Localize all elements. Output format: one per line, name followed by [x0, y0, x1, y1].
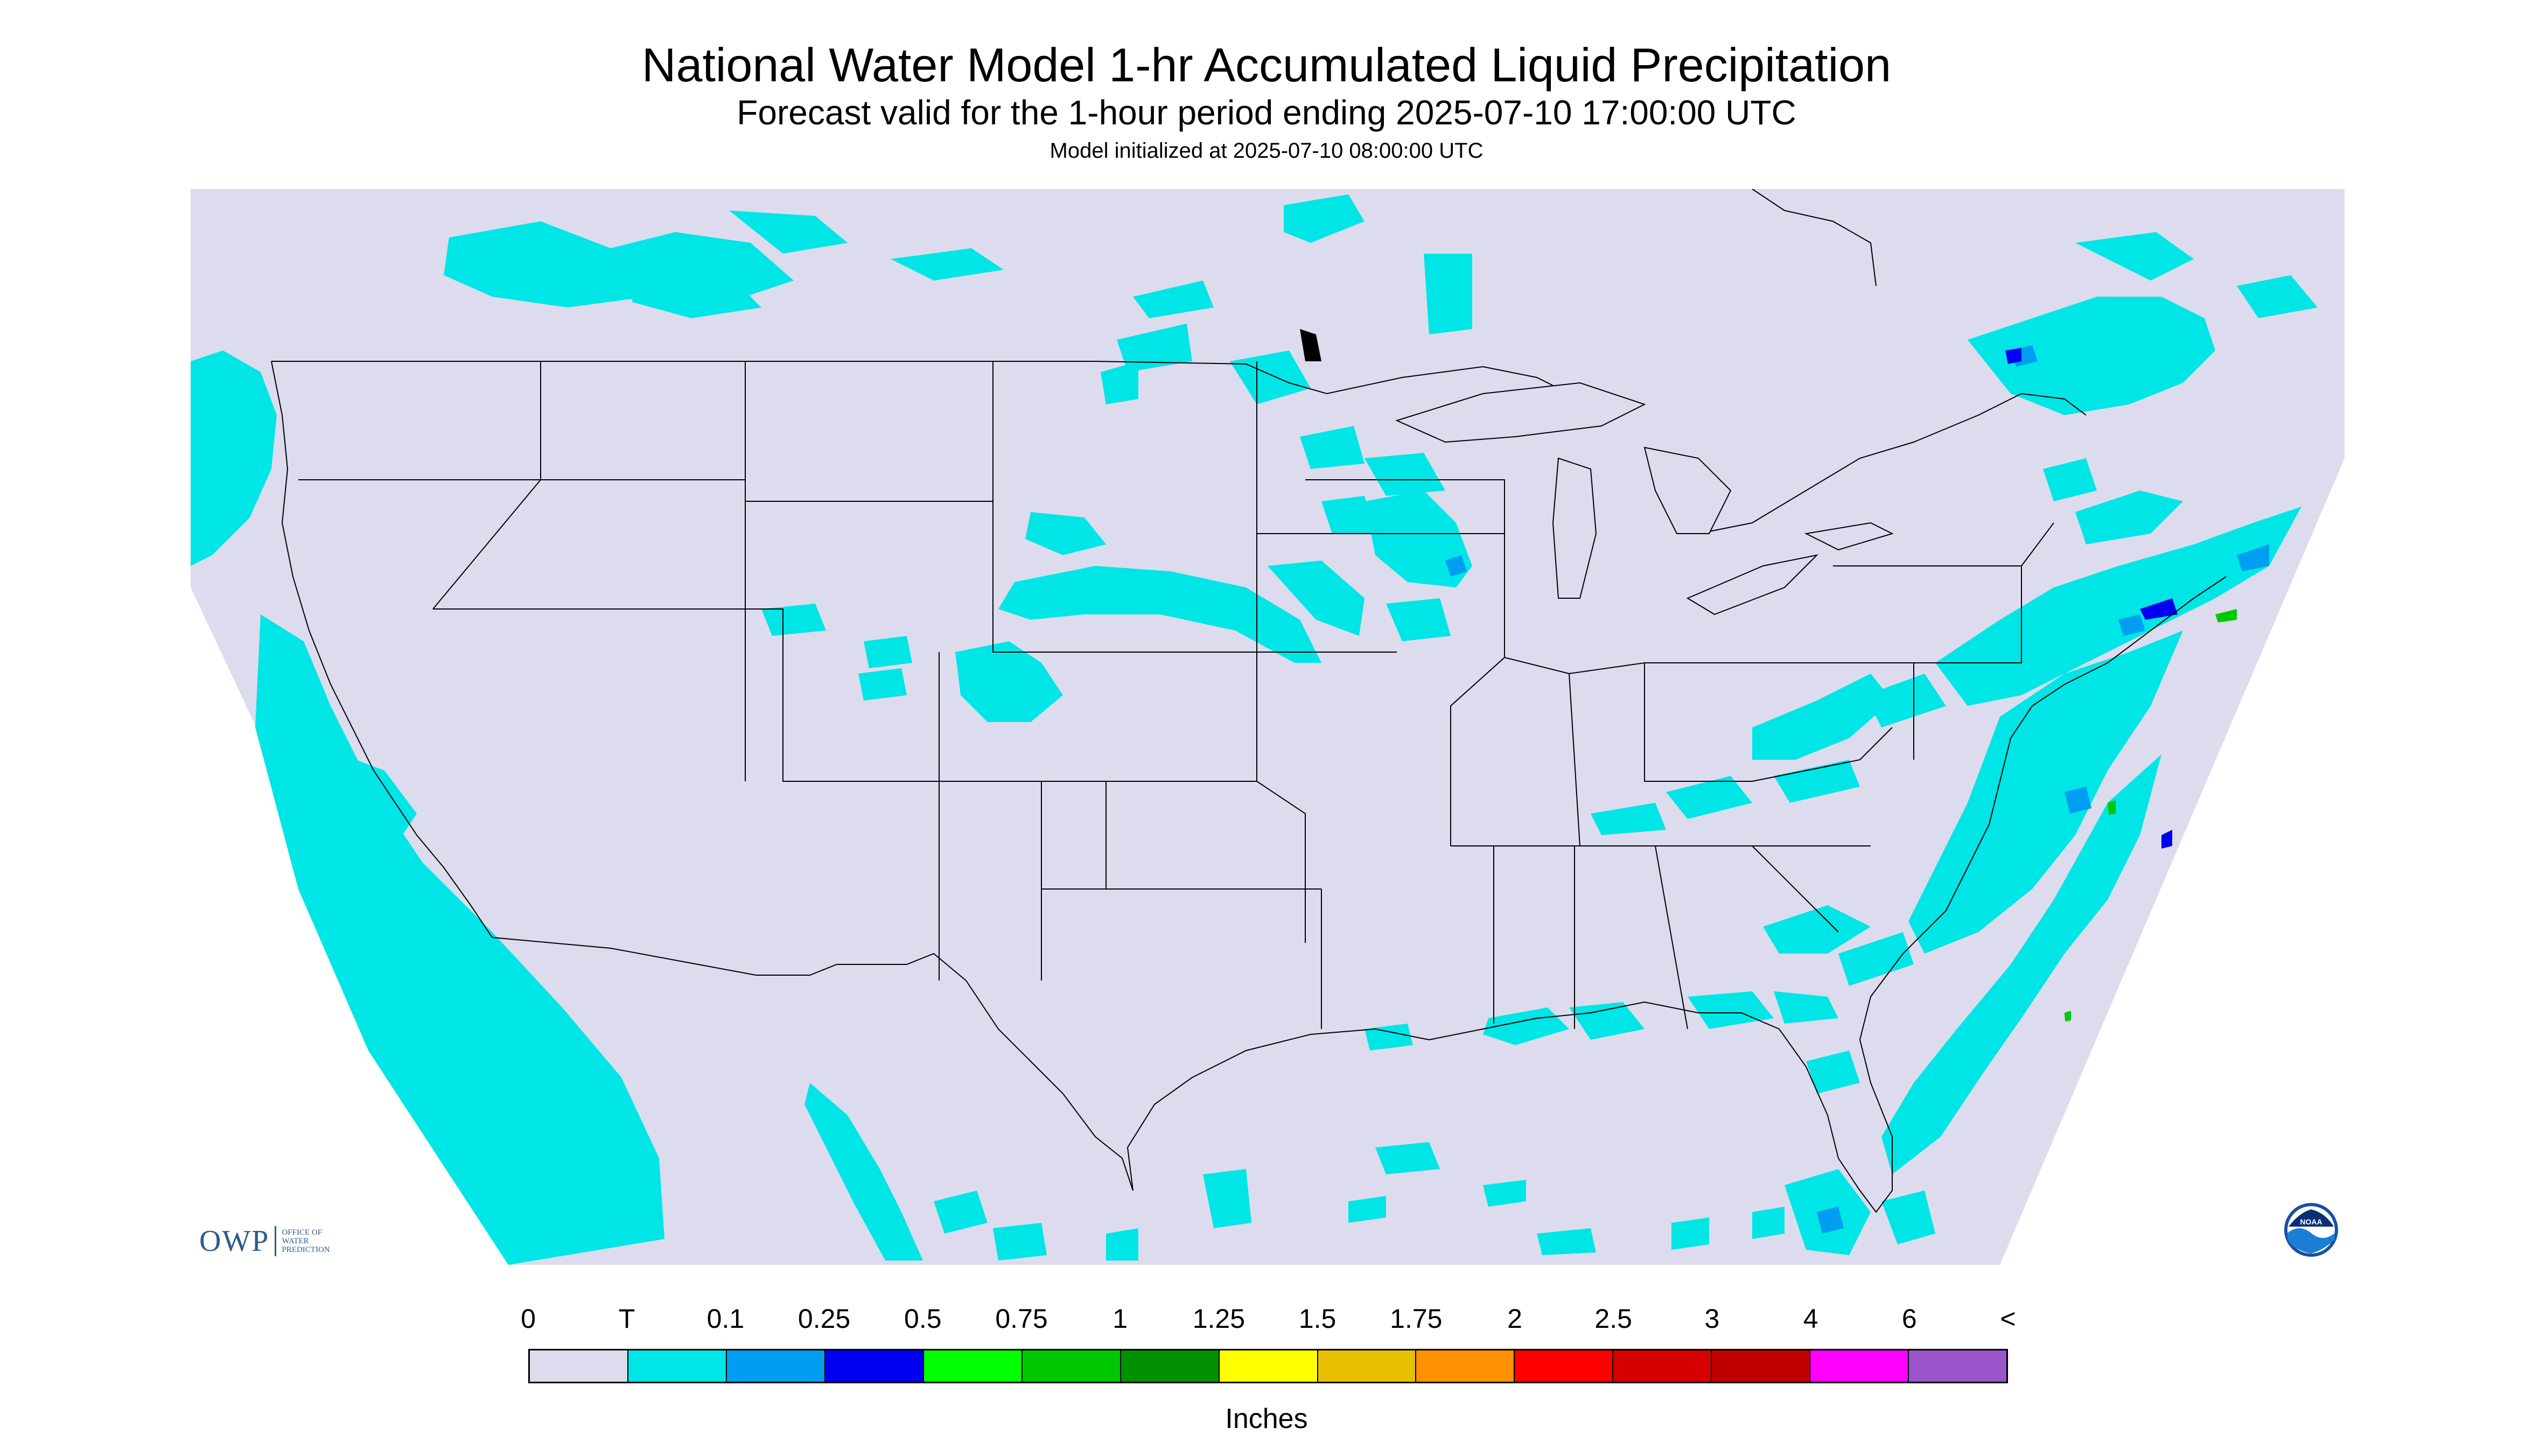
legend-swatch — [628, 1350, 727, 1382]
precipitation-map — [191, 189, 2345, 1265]
legend-swatch — [1515, 1350, 1614, 1382]
precip-area-northeast — [1935, 507, 2301, 706]
legend-label: 0.75 — [995, 1304, 1048, 1334]
legend-swatch — [1121, 1350, 1220, 1382]
legend-label: 0.1 — [706, 1304, 745, 1334]
map-subtitle: Forecast valid for the 1-hour period end… — [737, 93, 1796, 132]
great-lakes — [1395, 382, 1894, 615]
owp-logo-separator — [275, 1226, 277, 1256]
legend-swatch — [1909, 1350, 2007, 1382]
owp-logo-text: OFFICE OF WATER PREDICTION — [282, 1228, 330, 1254]
map-title: National Water Model 1-hr Accumulated Li… — [641, 38, 1892, 92]
legend-label: 1.5 — [1298, 1304, 1337, 1334]
precip-area-ohio-valley — [1752, 674, 1892, 760]
lake-erie — [1686, 554, 1819, 615]
legend-label: 6 — [1901, 1304, 1917, 1334]
legend-swatch — [1219, 1350, 1318, 1382]
legend-label: 0.5 — [904, 1304, 942, 1334]
legend-label: 3 — [1704, 1304, 1720, 1334]
precip-area-atlantic — [1908, 631, 2183, 954]
legend-swatch — [726, 1350, 825, 1382]
legend-label: T — [618, 1304, 635, 1334]
precip-area-mexico — [804, 1083, 923, 1261]
legend-swatch — [923, 1350, 1023, 1382]
legend-colorbar — [528, 1349, 2008, 1383]
legend-swatch — [825, 1350, 924, 1382]
noaa-logo-text: NOAA — [2300, 1217, 2322, 1226]
hudson-bay-coast — [1752, 189, 1877, 286]
owp-logo: OWP OFFICE OF WATER PREDICTION — [199, 1222, 330, 1260]
gulf-coastline — [1126, 576, 2227, 1213]
lake-superior — [1395, 382, 1646, 443]
legend-labels: 0 T 0.1 0.25 0.5 0.75 1 1.25 1.5 1.75 2 2.5 3 4 6 < — [0, 1303, 2533, 1341]
state-borders — [271, 361, 2227, 1213]
legend-label: 2.5 — [1594, 1304, 1632, 1334]
legend-label: 1 — [1112, 1304, 1128, 1334]
precip-area-wisconsin — [1365, 491, 1472, 587]
legend-label: 0 — [521, 1304, 536, 1334]
precip-area-pacific-nw — [191, 351, 277, 566]
legend-swatch — [530, 1350, 628, 1382]
precip-area-nebraska — [998, 566, 1321, 663]
precip-heavy-areas — [2065, 609, 2237, 1021]
legend-label: 1.25 — [1192, 1304, 1245, 1334]
legend-swatch — [1613, 1350, 1712, 1382]
legend-swatch — [1712, 1350, 1811, 1382]
legend-swatch — [1810, 1350, 1909, 1382]
legend-label: 0.25 — [797, 1304, 851, 1334]
precip-area-colorado — [955, 641, 1063, 722]
owp-logo-abbrev: OWP — [199, 1224, 270, 1258]
legend-swatch — [1022, 1350, 1121, 1382]
legend-label: < — [2000, 1304, 2016, 1334]
legend-label: 2 — [1507, 1304, 1522, 1334]
lake-ontario — [1804, 522, 1894, 551]
lake-michigan — [1552, 457, 1597, 599]
precip-moderate-areas — [2005, 348, 2178, 849]
lake-huron — [1643, 446, 1732, 534]
precip-area-quebec — [1968, 297, 2215, 415]
lake-winnipeg — [1300, 329, 1321, 361]
model-init-time: Model initialized at 2025-07-10 08:00:00… — [1049, 139, 1484, 163]
legend-units: Inches — [1225, 1403, 1308, 1434]
noaa-logo: NOAA — [2283, 1202, 2339, 1258]
precip-trace-areas — [191, 194, 2318, 1265]
pacific-coastline — [271, 361, 493, 938]
legend-label: 1.75 — [1390, 1304, 1443, 1334]
legend-swatch — [1318, 1350, 1417, 1382]
us-mexico-border — [492, 937, 1133, 1191]
legend-label: 4 — [1803, 1304, 1818, 1334]
legend-swatch — [1416, 1350, 1515, 1382]
us-canada-border — [271, 361, 2087, 534]
